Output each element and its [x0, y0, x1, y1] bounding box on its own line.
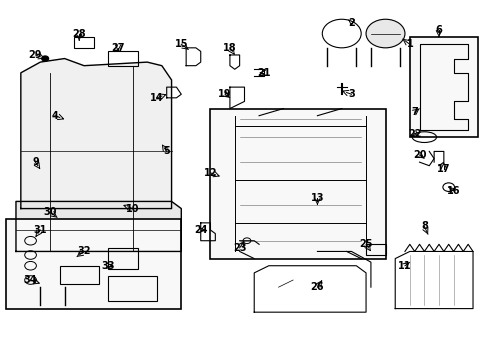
Text: 8: 8: [420, 221, 427, 231]
Text: 27: 27: [111, 43, 124, 53]
Text: 34: 34: [24, 275, 37, 285]
Bar: [409, 37, 477, 137]
Text: 9: 9: [32, 157, 39, 167]
Text: 32: 32: [77, 247, 91, 256]
Text: 15: 15: [174, 39, 188, 49]
Bar: [74, 37, 94, 48]
Bar: [210, 109, 385, 258]
Text: 11: 11: [397, 261, 411, 271]
Text: 19: 19: [218, 89, 231, 99]
Text: 28: 28: [72, 28, 86, 39]
Text: 6: 6: [435, 25, 442, 35]
Text: 21: 21: [257, 68, 270, 78]
Bar: [6, 219, 181, 309]
Text: 23: 23: [232, 243, 246, 253]
Text: 16: 16: [446, 186, 459, 196]
Text: 3: 3: [347, 89, 354, 99]
Bar: [108, 276, 157, 301]
Bar: [60, 266, 99, 284]
Text: 2: 2: [347, 18, 354, 28]
Text: 29: 29: [29, 50, 42, 60]
Text: 7: 7: [410, 107, 417, 117]
Text: 12: 12: [203, 168, 217, 178]
Text: 4: 4: [51, 111, 58, 121]
Text: 33: 33: [102, 261, 115, 271]
Text: 10: 10: [126, 203, 139, 213]
Polygon shape: [16, 202, 181, 251]
Text: 24: 24: [194, 225, 207, 235]
Bar: [108, 51, 137, 66]
Ellipse shape: [366, 19, 404, 48]
Text: 14: 14: [150, 93, 163, 103]
Polygon shape: [21, 59, 171, 208]
Text: 1: 1: [406, 39, 412, 49]
Text: 5: 5: [163, 147, 170, 157]
Circle shape: [41, 56, 48, 61]
Text: 22: 22: [407, 129, 421, 139]
Text: 17: 17: [436, 164, 449, 174]
Bar: [108, 248, 137, 269]
Text: 31: 31: [34, 225, 47, 235]
Text: 25: 25: [359, 239, 372, 249]
Text: 30: 30: [43, 207, 57, 217]
Text: 18: 18: [223, 43, 236, 53]
Bar: [366, 244, 385, 255]
Text: 26: 26: [310, 282, 324, 292]
Text: 13: 13: [310, 193, 324, 203]
Text: 20: 20: [412, 150, 426, 160]
